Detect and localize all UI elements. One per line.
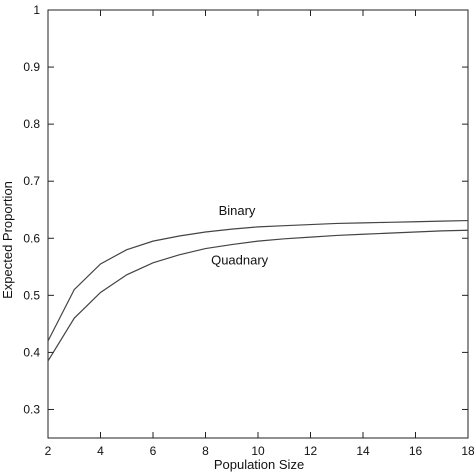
series-label-quadnary: Quadnary xyxy=(211,253,269,268)
y-tick-label: 0.4 xyxy=(23,345,40,359)
x-tick-label: 10 xyxy=(251,444,265,458)
y-tick-label: 0.9 xyxy=(23,60,40,74)
series-line-quadnary xyxy=(47,229,469,362)
x-tick-label: 2 xyxy=(45,444,52,458)
y-axis: 0.3 0.4 0.5 0.6 0.7 0.8 0.9 1 xyxy=(23,3,468,416)
y-axis-label: Expected Proportion xyxy=(0,181,15,299)
y-tick-label: 1 xyxy=(33,3,40,17)
x-axis-label: Population Size xyxy=(214,457,304,472)
series-group xyxy=(47,219,469,362)
x-tick-label: 14 xyxy=(356,444,370,458)
x-tick-label: 8 xyxy=(202,444,209,458)
series-labels: Binary Quadnary xyxy=(211,203,269,267)
y-tick-label: 0.3 xyxy=(23,402,40,416)
y-tick-label: 0.6 xyxy=(23,231,40,245)
plot-frame xyxy=(47,9,469,439)
x-tick-label: 12 xyxy=(304,444,318,458)
y-tick-label: 0.8 xyxy=(23,117,40,131)
y-tick-label: 0.7 xyxy=(23,174,40,188)
x-tick-label: 18 xyxy=(461,444,474,458)
series-line-binary xyxy=(47,219,469,342)
x-tick-label: 6 xyxy=(150,444,157,458)
x-tick-label: 16 xyxy=(409,444,423,458)
x-axis: 2 4 6 8 10 12 14 16 18 xyxy=(45,10,474,458)
y-tick-label: 0.5 xyxy=(23,288,40,302)
series-label-binary: Binary xyxy=(219,203,256,218)
x-tick-label: 4 xyxy=(97,444,104,458)
